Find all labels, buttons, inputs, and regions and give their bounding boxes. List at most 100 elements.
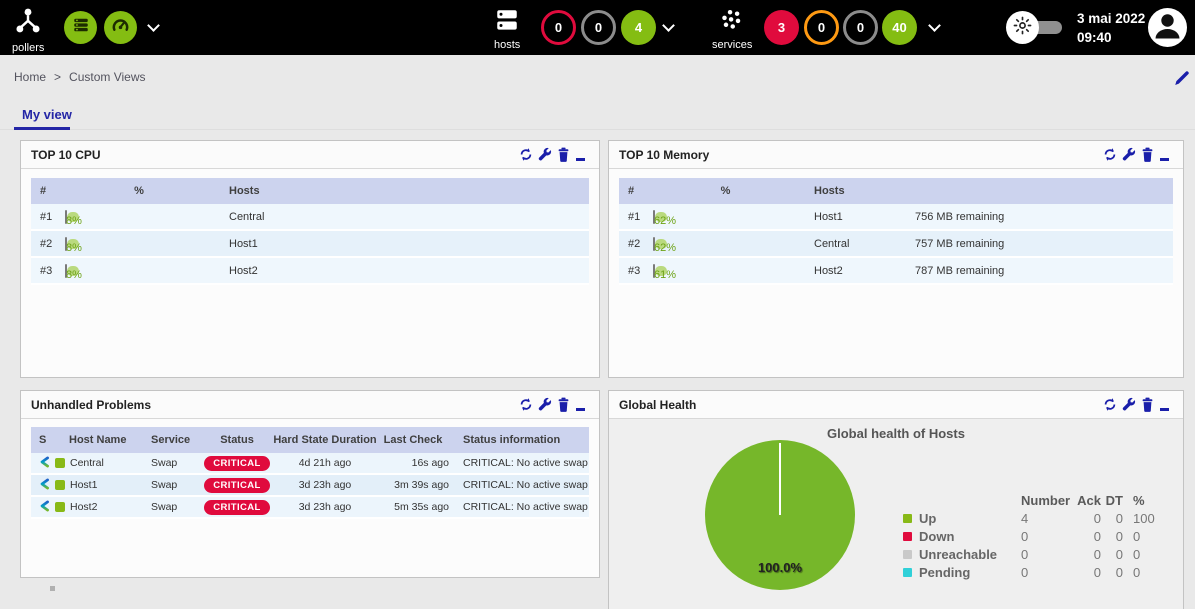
wrench-icon[interactable] [1122,147,1136,162]
cpu-usage-bar: 8% [65,209,82,227]
rank: #3 [628,264,641,277]
hosts-unreachable-count: 0 [594,20,603,35]
hard-state-duration: 3d 23h ago [298,479,352,491]
legend-pct: 100 [1133,510,1155,526]
col-hard-state-duration: Hard State Duration [273,434,377,446]
services-unknown-counter[interactable]: 0 [843,10,878,45]
legend-pct: 0 [1133,564,1141,580]
service-name[interactable]: Swap [151,479,178,491]
services-ok-counter[interactable]: 40 [882,10,917,45]
refresh-icon[interactable] [1103,397,1117,412]
memory-row: #2 62% Central 757 MB remaining [619,231,1173,258]
hosts-up-counter[interactable]: 4 [621,10,656,45]
problem-row[interactable]: Host2 Swap CRITICAL 3d 23h ago 5m 35s ag… [31,497,589,519]
memory-remaining: 756 MB remaining [915,210,1005,223]
legend-dt: 0 [1115,564,1123,580]
legend-number: 0 [1021,546,1029,562]
services-menu[interactable]: services [712,8,752,51]
col-service: Service [151,434,191,446]
legend-ack: 0 [1093,510,1101,526]
services-label: services [712,39,753,51]
top-bar: pollers [0,0,1195,55]
col-hosts: Hosts [229,185,260,197]
wrench-icon[interactable] [538,397,552,412]
centreon-chevron-icon [31,499,55,516]
col-rank: # [628,185,635,197]
minimize-icon[interactable] [576,147,590,162]
hosts-unreachable-counter[interactable]: 0 [581,10,616,45]
wrench-icon[interactable] [538,147,552,162]
widget-title: Unhandled Problems [31,397,152,412]
theme-toggle[interactable] [1006,11,1062,44]
services-critical-counter[interactable]: 3 [764,10,799,45]
breadcrumb-home[interactable]: Home [14,70,47,84]
memory-usage-bar: 62% [653,209,676,227]
services-warning-counter[interactable]: 0 [804,10,839,45]
legend-row-down: Down 0 0 0 0 [903,527,1163,545]
legend-dt: 0 [1115,528,1123,544]
poller-configuration-button[interactable] [64,11,97,44]
refresh-icon[interactable] [519,147,533,162]
cpu-table: # % Hosts #1 8% Central #2 8% Host1 #3 8… [31,178,589,285]
widget-title: TOP 10 Memory [619,147,710,162]
host-name: Host2 [814,264,843,277]
tab-active-underline [14,127,70,130]
pie-percentage-label: 100.0% [757,560,803,575]
problem-row[interactable]: Central Swap CRITICAL 4d 21h ago 16s ago… [31,453,589,475]
trash-icon[interactable] [557,397,571,412]
refresh-icon[interactable] [519,397,533,412]
host-name[interactable]: Central [70,457,104,469]
service-name[interactable]: Swap [151,501,178,513]
memory-usage-bar: 61% [653,263,676,281]
status-badge: CRITICAL [204,455,270,471]
refresh-icon[interactable] [1103,147,1117,162]
trash-icon[interactable] [1141,397,1155,412]
host-name[interactable]: Host2 [70,501,98,513]
widget-resize-handle[interactable] [50,586,55,591]
legend-row-unreachable: Unreachable 0 0 0 0 [903,545,1163,563]
breadcrumb-custom-views[interactable]: Custom Views [69,70,146,84]
hosts-down-counter[interactable]: 0 [541,10,576,45]
host-name[interactable]: Host1 [70,479,98,491]
pie-legend: Number Ack DT % Up 4 0 0 100 Down 0 0 0 … [903,491,1163,581]
minimize-icon[interactable] [576,397,590,412]
legend-dt: 0 [1115,510,1123,526]
edit-view-button[interactable] [1173,69,1191,87]
wrench-icon[interactable] [1122,397,1136,412]
statistics-gauge-button[interactable] [104,11,137,44]
server-stack-icon [495,8,519,37]
user-avatar[interactable] [1148,8,1187,47]
col-status: Status [220,434,254,446]
services-ok-count: 40 [892,20,907,35]
col-percent: % [1133,492,1145,508]
hosts-chevron-down-icon[interactable] [662,19,675,32]
chart-title: Global health of Hosts [827,426,965,441]
col-rank: # [40,185,47,197]
legend-ack: 0 [1093,564,1101,580]
minimize-icon[interactable] [1160,397,1174,412]
minimize-icon[interactable] [1160,147,1174,162]
global-health-chart: Global health of Hosts 100.0% Number Ack… [609,419,1183,609]
problems-table-header: S Host Name Service Status Hard State Du… [31,427,589,453]
legend-label: Up [919,510,937,526]
hosts-menu[interactable]: hosts [494,8,520,51]
col-hosts: Hosts [814,185,845,197]
memory-usage-bar: 62% [653,236,676,254]
rank: #1 [628,210,641,223]
services-chevron-down-icon[interactable] [928,19,941,32]
pollers-menu[interactable]: pollers [12,7,44,54]
service-name[interactable]: Swap [151,457,178,469]
trash-icon[interactable] [557,147,571,162]
hosts-up-count: 4 [634,20,643,35]
pollers-chevron-down-icon[interactable] [147,19,160,32]
tab-my-view[interactable]: My view [22,107,72,122]
host-name: Central [814,237,850,250]
col-status-information: Status information [463,434,561,446]
problem-row[interactable]: Host1 Swap CRITICAL 3d 23h ago 3m 39s ag… [31,475,589,497]
widget-actions [1103,147,1174,162]
rank: #2 [40,237,53,250]
pollers-label: pollers [12,42,45,54]
trash-icon[interactable] [1141,147,1155,162]
legend-header: Number Ack DT % [903,491,1163,509]
cpu-usage-bar: 8% [65,236,82,254]
